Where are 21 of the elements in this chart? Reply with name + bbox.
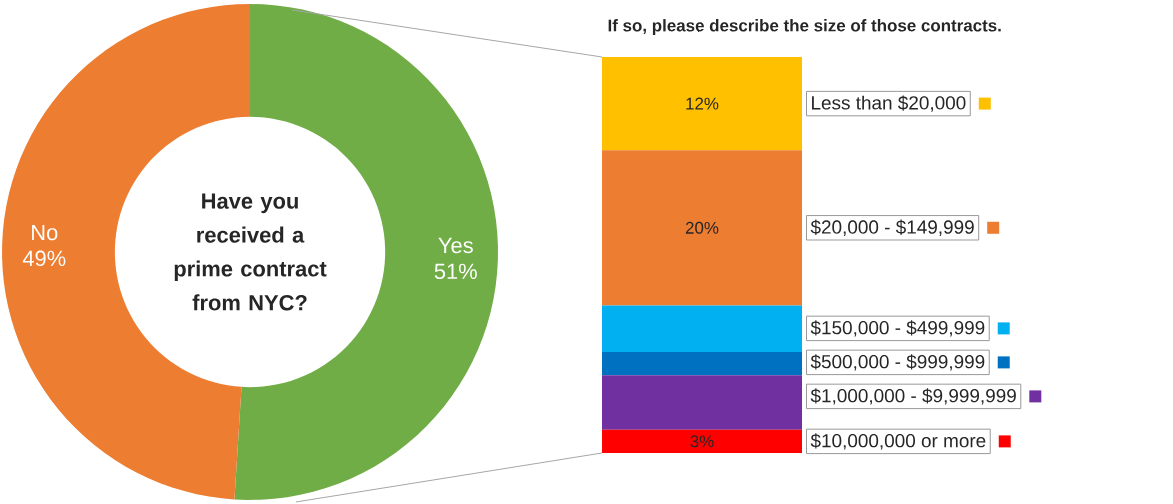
data-label: 20% [685, 221, 719, 234]
bar [602, 352, 803, 376]
legend-label: $10,000,000 or more [810, 433, 986, 450]
chart-title: If so, please describe the size of those contracts. [608, 19, 1001, 35]
data-label: 49% [22, 250, 66, 267]
bar [602, 56, 803, 151]
legend-label: $150,000 - $499,999 [810, 320, 985, 337]
data-label: 12% [686, 97, 719, 110]
bar [602, 429, 803, 453]
text: Have you received a prime contract from NYC? [174, 193, 327, 311]
slice-label: No [32, 224, 58, 241]
bar [602, 305, 803, 353]
legend-label: $20,000 - $149,999 [810, 219, 974, 236]
legend-label: $500,000 - $999,999 [810, 354, 985, 371]
slice-label: Yes [438, 237, 473, 254]
data-label: 51% [434, 263, 477, 280]
data-label: 3% [690, 435, 714, 448]
legend-label: $1,000,000 - $9,999,999 [810, 388, 1016, 405]
legend-label: Less than $20,000 [812, 95, 966, 112]
bar [602, 375, 803, 430]
bar [602, 150, 803, 306]
